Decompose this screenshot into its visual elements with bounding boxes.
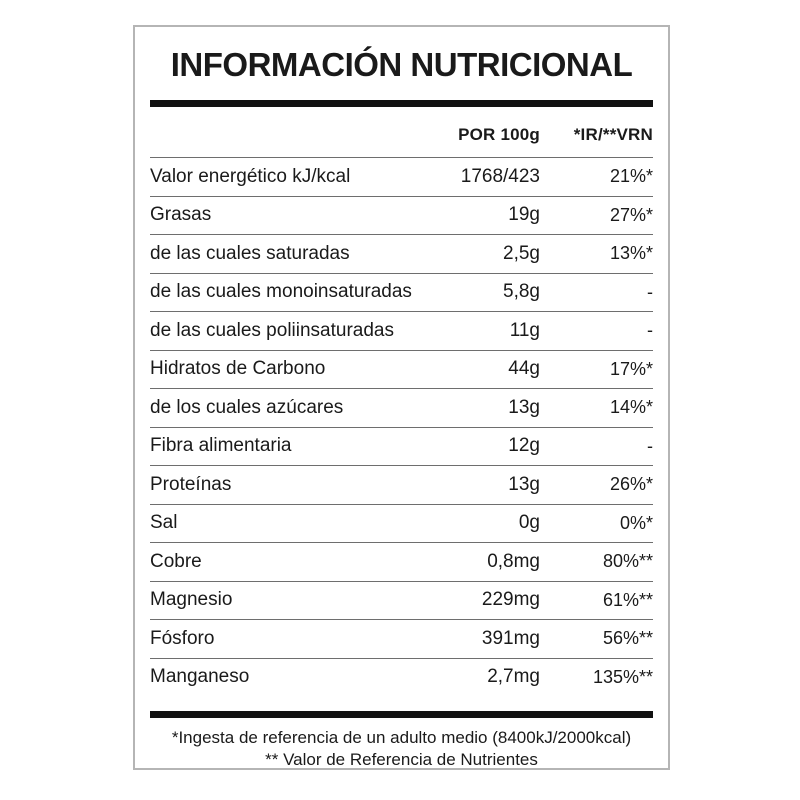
- row-value-ir-vrn: 80%**: [602, 551, 653, 572]
- row-value-ir-vrn: -: [647, 435, 653, 456]
- row-label: Grasas: [150, 204, 212, 226]
- row-value-ir-vrn: 0%*: [619, 512, 653, 533]
- table-row: Fibra alimentaria 12g -: [150, 426, 653, 466]
- row-value-per100g: 391mg: [481, 627, 540, 649]
- row-label: de las cuales monoinsaturadas: [150, 281, 412, 303]
- row-label: de las cuales poliinsaturadas: [150, 319, 394, 341]
- table-row: de las cuales saturadas 2,5g 13%*: [150, 234, 653, 273]
- row-value-ir-vrn: 14%*: [609, 397, 653, 418]
- row-value-ir-vrn: 61%**: [602, 589, 653, 610]
- row-value-per100g: 1768/423: [460, 165, 540, 187]
- row-value-per100g: 229mg: [481, 589, 540, 611]
- table-row: Magnesio 229mg 61%**: [150, 580, 653, 620]
- column-header-ir-vrn: *IR/**VRN: [573, 125, 653, 144]
- row-label: Magnesio: [150, 589, 233, 611]
- row-value-per100g: 13g: [508, 396, 540, 418]
- footnote-reference-intake: *Ingesta de referencia de un adulto medi…: [171, 728, 632, 747]
- footer-rule: [150, 711, 653, 718]
- row-value-per100g: 0g: [518, 512, 540, 534]
- table-row: de las cuales poliinsaturadas 11g -: [150, 311, 653, 350]
- row-label: Valor energético kJ/kcal: [150, 165, 351, 187]
- row-value-ir-vrn: 13%*: [609, 243, 653, 264]
- row-value-per100g: 2,5g: [503, 242, 540, 264]
- table-row: Grasas 19g 27%*: [150, 195, 653, 235]
- title-rule: [150, 100, 653, 107]
- table-row: Valor energético kJ/kcal 1768/423 21%*: [150, 157, 653, 196]
- row-label: de los cuales azúcares: [150, 396, 344, 418]
- row-value-ir-vrn: 21%*: [609, 166, 653, 187]
- footnotes: *Ingesta de referencia de un adulto medi…: [150, 727, 653, 771]
- row-value-ir-vrn: -: [647, 281, 653, 302]
- table-row: Manganeso 2,7mg 135%**: [150, 657, 653, 697]
- row-value-ir-vrn: 26%*: [609, 474, 653, 495]
- row-label: Fibra alimentaria: [150, 435, 292, 457]
- row-label: Proteínas: [150, 473, 232, 495]
- row-value-per100g: 19g: [508, 204, 540, 226]
- row-label: Fósforo: [150, 627, 215, 649]
- row-label: Cobre: [150, 550, 202, 572]
- row-label: Manganeso: [150, 666, 250, 688]
- nutrition-table: Valor energético kJ/kcal 1768/423 21%* G…: [150, 157, 653, 696]
- row-value-per100g: 11g: [509, 319, 540, 341]
- row-value-per100g: 0,8mg: [487, 550, 540, 572]
- row-label: Sal: [150, 512, 178, 534]
- table-row: Hidratos de Carbono 44g 17%*: [150, 349, 653, 389]
- table-row: Cobre 0,8mg 80%**: [150, 542, 653, 581]
- row-value-per100g: 2,7mg: [487, 666, 540, 688]
- row-value-ir-vrn: 17%*: [609, 358, 653, 379]
- row-value-ir-vrn: 56%**: [602, 628, 653, 649]
- row-label: Hidratos de Carbono: [150, 358, 326, 380]
- row-value-ir-vrn: -: [647, 320, 653, 341]
- row-label: de las cuales saturadas: [150, 242, 350, 264]
- row-value-per100g: 13g: [508, 473, 540, 495]
- table-row: Sal 0g 0%*: [150, 503, 653, 543]
- table-header-row: POR 100g *IR/**VRN: [150, 107, 653, 157]
- row-value-per100g: 5,8g: [503, 281, 540, 303]
- table-row: de las cuales monoinsaturadas 5,8g -: [150, 272, 653, 312]
- page-title: INFORMACIÓN NUTRICIONAL: [170, 46, 633, 83]
- row-value-per100g: 12g: [508, 435, 540, 457]
- column-header-per-100g: POR 100g: [458, 125, 540, 144]
- row-value-per100g: 44g: [508, 358, 540, 380]
- table-row: de los cuales azúcares 13g 14%*: [150, 388, 653, 427]
- row-value-ir-vrn: 27%*: [609, 204, 653, 225]
- nutrition-label-card: INFORMACIÓN NUTRICIONAL POR 100g *IR/**V…: [133, 25, 670, 770]
- footnote-nutrient-reference: ** Valor de Referencia de Nutrientes: [265, 750, 538, 769]
- table-row: Proteínas 13g 26%*: [150, 465, 653, 504]
- row-value-ir-vrn: 135%**: [592, 666, 653, 687]
- table-row: Fósforo 391mg 56%**: [150, 619, 653, 658]
